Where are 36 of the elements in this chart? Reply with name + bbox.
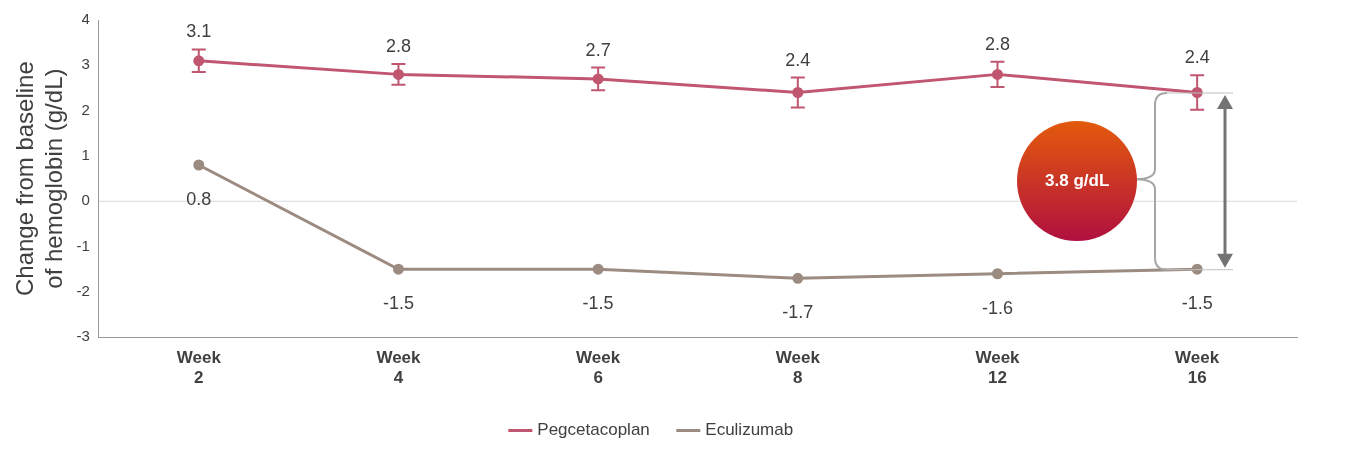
point	[792, 272, 804, 284]
data-label: 0.8	[186, 188, 212, 209]
y-tick-label: 3	[81, 55, 90, 73]
y-tick-label: -3	[76, 327, 90, 345]
x-tick-label: Week 6	[576, 348, 621, 388]
data-label: -1.6	[981, 297, 1013, 318]
data-label: -1.7	[782, 302, 814, 323]
legend-label: Pegcetacoplan	[537, 420, 650, 440]
data-label: -1.5	[1181, 293, 1213, 314]
point	[392, 263, 404, 275]
y-tick-label: -2	[76, 282, 90, 300]
y-tick-label: 2	[81, 100, 90, 118]
y-tick-label: 4	[81, 10, 90, 28]
y-tick-label: 1	[81, 146, 90, 164]
data-label: 2.4	[1184, 47, 1210, 68]
legend-label: Eculizumab	[705, 420, 794, 440]
data-label: 2.8	[385, 35, 411, 56]
data-label: 3.1	[186, 21, 212, 42]
y-axis-title: Change from baseline of hemoglobin (g/dL)	[11, 61, 67, 297]
data-label: 2.7	[585, 39, 611, 60]
x-tick-label: Week 8	[775, 348, 821, 388]
circle-badge: 3.8 g/dL	[1017, 120, 1138, 241]
y-tick-label: -1	[76, 236, 90, 254]
y-tick-label: 0	[81, 191, 90, 209]
annotation: 3.8 g/dL	[1045, 170, 1110, 191]
point	[193, 159, 205, 171]
x-tick-label: Week 4	[376, 348, 422, 388]
data-label: -1.5	[582, 293, 614, 314]
x-tick-label: Week 12	[975, 348, 1021, 388]
point	[592, 263, 604, 275]
data-label: 2.8	[984, 33, 1010, 54]
x-tick-label: Week 2	[176, 348, 222, 388]
data-label: -1.5	[382, 293, 414, 314]
x-tick-label: Week 16	[1175, 348, 1220, 388]
point	[991, 268, 1003, 280]
data-label: 2.4	[785, 49, 811, 70]
